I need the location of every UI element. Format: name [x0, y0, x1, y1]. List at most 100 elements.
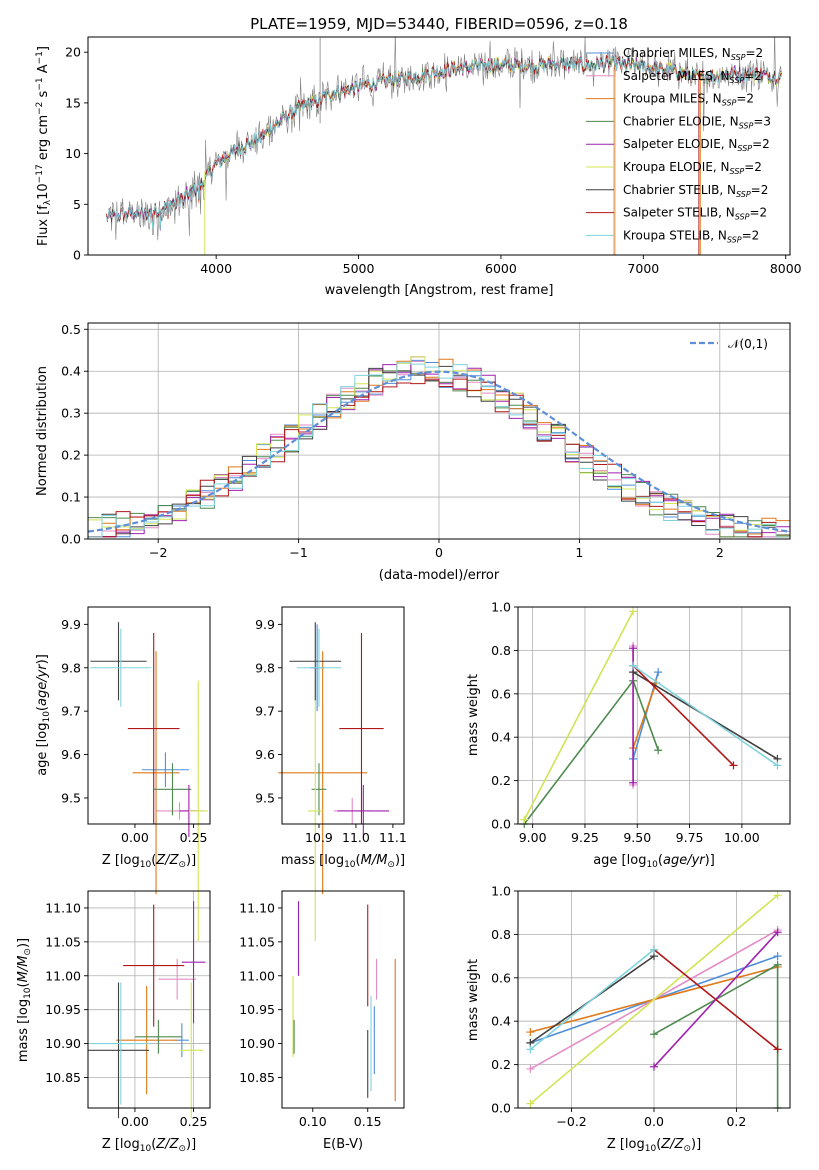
legend-label-salpeter-stelib: Salpeter STELIB, NSSP=2 — [623, 206, 767, 222]
x-tick-label: 0.00 — [121, 1114, 149, 1129]
y-tick-label: 0.4 — [491, 1014, 511, 1029]
x-tick-label: 0.00 — [121, 830, 149, 845]
weight-line-kroupa-elodie — [529, 894, 779, 1105]
age-vs-z-frame — [87, 606, 211, 825]
weight-marker-kroupa-stelib — [650, 945, 658, 954]
y-tick-label: 9.9 — [61, 617, 81, 632]
age-vs-mass-ticks: 10.9 11.0 11.1 9.5 9.6 9.7 9.8 9.9 — [255, 617, 407, 845]
mass-vs-ebv-ticks: 0.10 0.15 10.85 10.90 10.95 11.00 11.05 11.10 — [239, 900, 381, 1129]
age-vs-z-ylabel: age [log10(age/yr)] — [35, 654, 52, 776]
weight-marker-kroupa-elodie — [629, 607, 638, 616]
x-tick-label: 0.15 — [354, 1114, 382, 1129]
y-tick-label: 9.5 — [255, 790, 275, 805]
weight-vs-z-xlabel: Z [log10(Z/Z⊙)] — [607, 1137, 701, 1154]
weight-line-kroupa-elodie — [523, 610, 634, 821]
y-tick-label: 1.0 — [491, 600, 511, 615]
weight-marker-salpeter-miles — [526, 1064, 535, 1073]
weight-line-kroupa-miles — [632, 682, 657, 749]
x-tick-label: 6000 — [485, 261, 517, 276]
y-tick-label: 15 — [65, 95, 81, 110]
normal-curve — [87, 370, 791, 533]
weight-marker-kroupa-elodie — [520, 815, 529, 824]
weight-vs-age-ylabel: mass weight — [466, 674, 481, 756]
y-tick-label: 0.6 — [491, 686, 511, 701]
spectrum-plot-area — [106, 37, 782, 255]
x-tick-label: 9.50 — [623, 830, 651, 845]
y-tick-label: 0 — [73, 248, 81, 263]
spectrum-panel: PLATE=1959, MJD=53440, FIBERID=0596, z=0… — [35, 15, 802, 298]
y-tick-label: 10.85 — [45, 1070, 81, 1085]
age-vs-z-panel: 0.00 0.259.59.69.79.89.9 Z [log10(Z/Z⊙)] … — [35, 606, 211, 942]
x-tick-label: 9.00 — [519, 830, 547, 845]
residuals-xlabel: (data-model)/error — [379, 568, 500, 583]
legend-label-chabrier-elodie: Chabrier ELODIE, NSSP=3 — [623, 114, 771, 130]
y-tick-label: 9.6 — [255, 747, 275, 762]
legend-label-kroupa-stelib: Kroupa STELIB, NSSP=2 — [623, 228, 759, 244]
y-tick-label: 0.3 — [61, 406, 81, 421]
x-tick-label: 10.00 — [724, 830, 760, 845]
y-tick-label: 11.05 — [45, 934, 81, 949]
mass-vs-z-ylabel: mass [log10(M/M⊙)] — [16, 938, 33, 1062]
mass-vs-z-plot-area — [88, 901, 206, 1119]
mass-vs-ebv-panel: 0.10 0.15 10.85 10.90 10.95 11.00 11.05 11.10 E… — [239, 890, 405, 1152]
weight-marker-chabrier-miles — [773, 952, 782, 961]
age-vs-mass-plot-area — [278, 622, 390, 942]
y-tick-label: 20 — [65, 45, 81, 60]
y-tick-label: 9.7 — [255, 704, 275, 719]
weight-vs-age-frame — [517, 606, 791, 825]
y-tick-label: 0.6 — [491, 970, 511, 985]
age-vs-mass-panel: 10.9 11.0 11.1 9.5 9.6 9.7 9.8 9.9 mass [log10(… — [255, 606, 407, 942]
legend-label-salpeter-elodie: Salpeter ELODIE, NSSP=2 — [623, 137, 770, 153]
mass-vs-ebv-plot-area — [292, 901, 396, 1102]
y-tick-label: 0.0 — [491, 817, 511, 832]
residuals-legend: 𝒩(0,1) — [690, 337, 768, 351]
x-tick-label: 8000 — [770, 261, 802, 276]
residuals-plot-area — [87, 356, 791, 539]
spectrum-title: PLATE=1959, MJD=53440, FIBERID=0596, z=0… — [250, 15, 628, 33]
y-tick-label: 10.95 — [45, 1002, 81, 1017]
age-vs-mass-xlabel: mass [log10(M/M⊙)] — [281, 853, 405, 870]
y-tick-label: 0.2 — [491, 773, 511, 788]
x-tick-label: 0.25 — [180, 1114, 208, 1129]
spectrum-ticks: 4000 5000 6000 7000 8000 0 5 10 15 20 — [65, 45, 802, 276]
weight-marker-kroupa-elodie — [526, 1099, 535, 1108]
weight-vs-z-ylabel: mass weight — [466, 959, 481, 1041]
y-tick-label: 0.2 — [61, 448, 81, 463]
y-tick-label: 9.8 — [61, 660, 81, 675]
x-tick-label: 0 — [435, 545, 443, 560]
y-tick-label: 0.8 — [491, 927, 511, 942]
y-tick-label: 1.0 — [491, 884, 511, 899]
x-tick-label: 5000 — [343, 261, 375, 276]
spectrum-xlabel: wavelength [Angstrom, rest frame] — [325, 283, 554, 298]
weight-marker-salpeter-stelib — [773, 1045, 782, 1054]
weight-vs-z-plot-area — [526, 891, 782, 1112]
spectrum-frame — [87, 36, 791, 256]
legend-label-chabrier-stelib: Chabrier STELIB, NSSP=2 — [623, 183, 768, 199]
y-tick-label: 0.2 — [491, 1057, 511, 1072]
weight-marker-chabrier-elodie — [773, 960, 782, 969]
spectrum-legend: Chabrier MILES, NSSP=2 Salpeter MILES, NS… — [586, 46, 771, 244]
weight-marker-kroupa-stelib — [526, 1045, 535, 1054]
y-tick-label: 5 — [73, 197, 81, 212]
legend-label-kroupa-miles: Kroupa MILES, NSSP=2 — [623, 92, 754, 108]
y-tick-label: 10 — [65, 146, 81, 161]
x-tick-label: −1 — [289, 545, 307, 560]
weight-marker-salpeter-elodie — [629, 644, 638, 653]
weight-marker-kroupa-stelib — [773, 761, 782, 770]
y-tick-label: 9.7 — [61, 704, 81, 719]
weight-vs-age-xlabel: age [log10(age/yr)] — [593, 853, 715, 870]
legend-label-chabrier-miles: Chabrier MILES, NSSP=2 — [623, 46, 763, 62]
x-tick-label: 0.25 — [180, 830, 208, 845]
weight-vs-z-frame — [517, 890, 791, 1109]
weight-marker-chabrier-elodie — [650, 1030, 658, 1039]
weight-vs-age-panel: 9.00 9.25 9.50 9.75 10.000.00.20.40.60.81.0 … — [466, 600, 791, 870]
mass-vs-z-frame — [87, 890, 211, 1109]
weight-vs-age-ticks: 9.00 9.25 9.50 9.75 10.00 0.0 0.2 0.4 0.6 0.8 1.0 — [491, 600, 760, 846]
legend-label-salpeter-miles: Salpeter MILES, NSSP=2 — [623, 69, 762, 85]
y-tick-label: 0.4 — [61, 364, 81, 379]
x-tick-label: 10.9 — [305, 830, 333, 845]
y-tick-label: 0.0 — [491, 1101, 511, 1116]
x-tick-label: 0.2 — [726, 1114, 746, 1129]
weight-vs-z-panel: −0.2 0.0 0.2 0.0 0.2 0.4 0.6 0.8 1.0 Z [log10(Z/… — [466, 884, 791, 1154]
y-tick-label: 0.5 — [61, 322, 81, 337]
